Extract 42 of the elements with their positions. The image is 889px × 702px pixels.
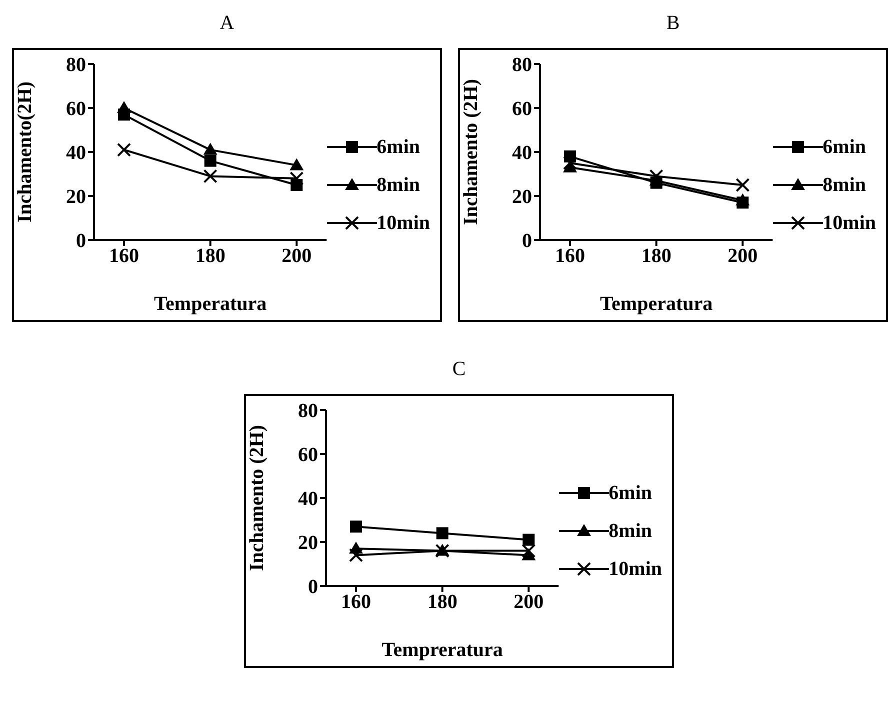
- y-tick-label: 60: [66, 98, 86, 120]
- y-tick-label: 0: [76, 230, 86, 252]
- x-axis-title: Tempreratura: [382, 639, 503, 661]
- y-tick-label: 40: [298, 488, 318, 510]
- y-tick-label: 80: [298, 400, 318, 422]
- y-tick-label: 80: [512, 54, 532, 76]
- x-tick-label: 180: [195, 245, 226, 268]
- legend-label: 8min: [376, 174, 420, 196]
- y-tick-label: 0: [308, 576, 318, 598]
- legend-label: 6min: [608, 482, 652, 504]
- y-tick-label: 80: [66, 54, 86, 76]
- y-tick-label: 20: [512, 186, 532, 208]
- chart-title: A: [218, 12, 236, 36]
- legend-label: 10min: [608, 558, 662, 580]
- y-tick-label: 40: [512, 142, 532, 164]
- y-axis-title: Inchamento (2H): [246, 424, 268, 572]
- x-tick-label: 200: [728, 245, 758, 268]
- x-tick-label: 160: [109, 245, 139, 268]
- x-tick-label: 160: [341, 591, 371, 614]
- x-tick-label: 200: [514, 591, 544, 614]
- y-axis-title: Inchamento(2H): [14, 81, 36, 223]
- x-tick-label: 180: [427, 591, 458, 614]
- x-axis-title: Temperatura: [600, 293, 713, 315]
- legend-label: 6min: [822, 136, 866, 158]
- legend-label: 6min: [376, 136, 420, 158]
- x-tick-label: 180: [641, 245, 672, 268]
- y-tick-label: 20: [66, 186, 86, 208]
- legend-label: 8min: [608, 520, 652, 542]
- legend-label: 10min: [822, 212, 876, 234]
- y-tick-label: 40: [66, 142, 86, 164]
- y-tick-label: 60: [298, 444, 318, 466]
- chart-title: B: [665, 12, 681, 36]
- y-tick-label: 20: [298, 532, 318, 554]
- legend-label: 10min: [376, 212, 430, 234]
- legend-label: 8min: [822, 174, 866, 196]
- y-axis-title: Inchamento (2H): [460, 78, 482, 226]
- chart-title: C: [451, 358, 467, 382]
- x-tick-label: 200: [282, 245, 312, 268]
- x-tick-label: 160: [555, 245, 585, 268]
- y-tick-label: 0: [522, 230, 532, 252]
- x-axis-title: Temperatura: [154, 293, 267, 315]
- y-tick-label: 60: [512, 98, 532, 120]
